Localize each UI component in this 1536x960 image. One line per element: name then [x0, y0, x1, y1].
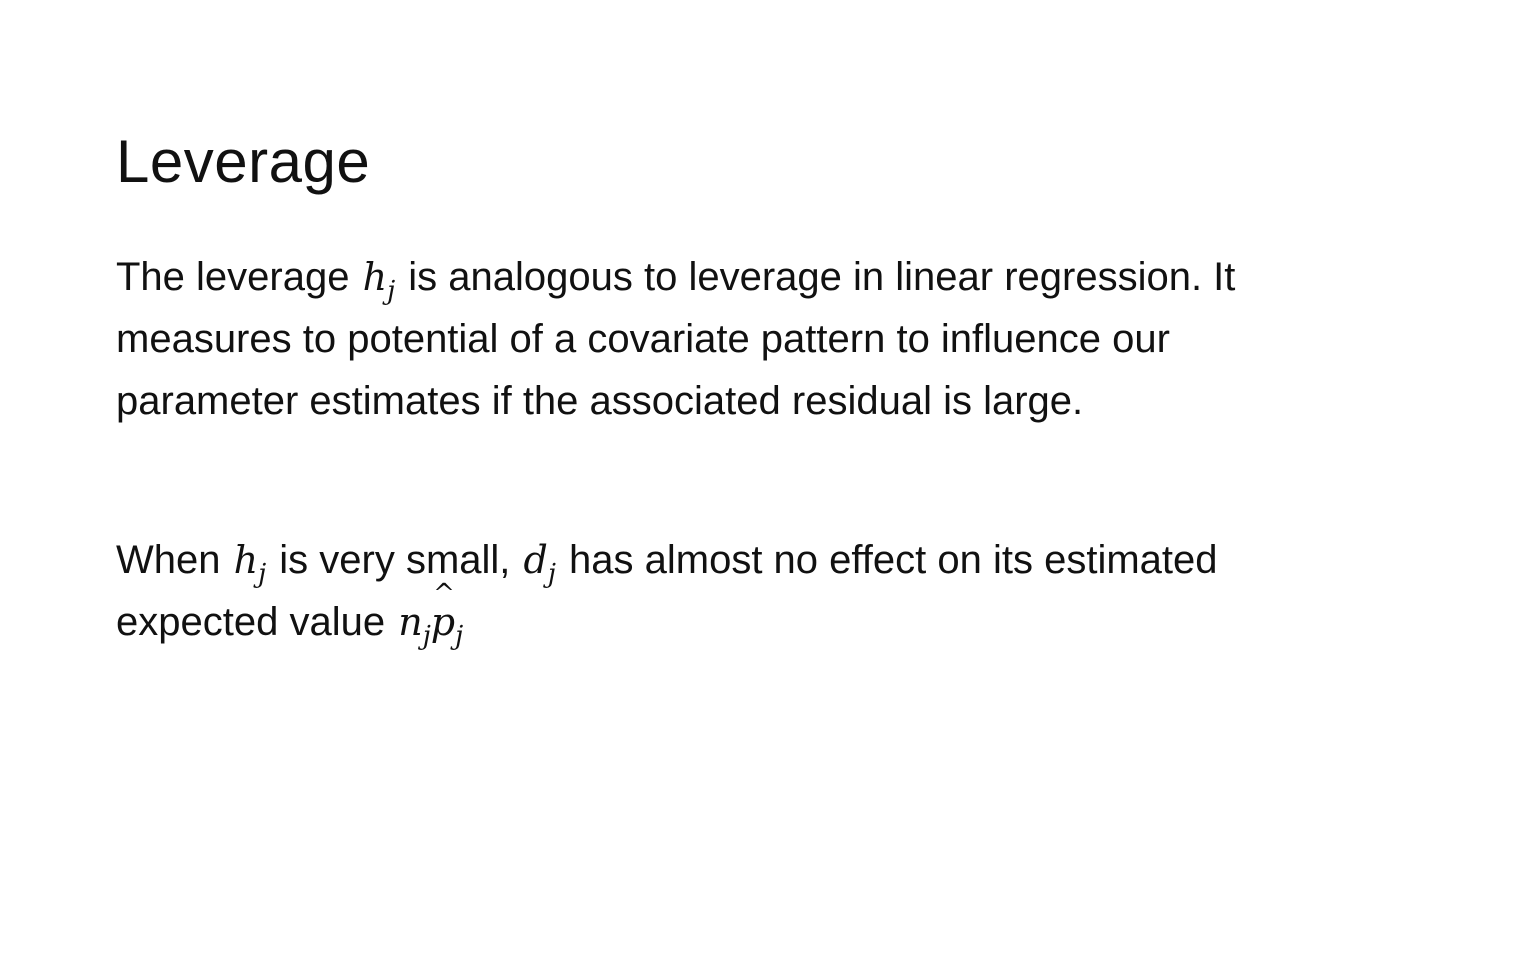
text-segment: The leverage	[116, 255, 361, 299]
leverage-definition-paragraph: The leverage hj is analogous to leverage…	[116, 246, 1316, 432]
math-base: n	[398, 600, 423, 644]
math-subscript: j	[422, 621, 431, 651]
math-base: p	[430, 600, 456, 644]
text-segment: has almost no effect on its estimated	[557, 538, 1218, 582]
hat-accent: ^	[433, 579, 455, 609]
paragraph2-line2: expected value nj ^ pj	[116, 581, 1316, 653]
math-p-hat: ^ p	[430, 581, 456, 653]
slide-title: Leverage	[116, 128, 371, 195]
math-subscript: j	[455, 621, 464, 651]
math-n-j-p-hat-j: nj ^ pj	[396, 581, 465, 649]
text-segment: When	[116, 538, 232, 582]
math-h-j: hj	[232, 538, 269, 587]
math-base: h	[233, 538, 259, 582]
text-segment: is analogous to leverage in linear regre…	[397, 255, 1236, 299]
text-segment: is very small,	[268, 538, 522, 582]
math-base: d	[523, 538, 548, 582]
text-segment: expected value	[116, 600, 397, 644]
small-leverage-paragraph: When hj is very small, dj has almost no …	[116, 529, 1316, 653]
math-base: h	[362, 255, 388, 299]
math-subscript: j	[258, 559, 267, 589]
math-d-j: dj	[522, 538, 558, 587]
paragraph1-line1: The leverage hj is analogous to leverage…	[116, 246, 1316, 308]
math-subscript: j	[387, 276, 396, 306]
paragraph1-line2: measures to potential of a covariate pat…	[116, 317, 1170, 361]
math-h-j: hj	[361, 255, 398, 304]
paragraph1-line3: parameter estimates if the associated re…	[116, 379, 1084, 423]
paragraph2-line1: When hj is very small, dj has almost no …	[116, 529, 1316, 591]
math-subscript: j	[547, 559, 556, 589]
